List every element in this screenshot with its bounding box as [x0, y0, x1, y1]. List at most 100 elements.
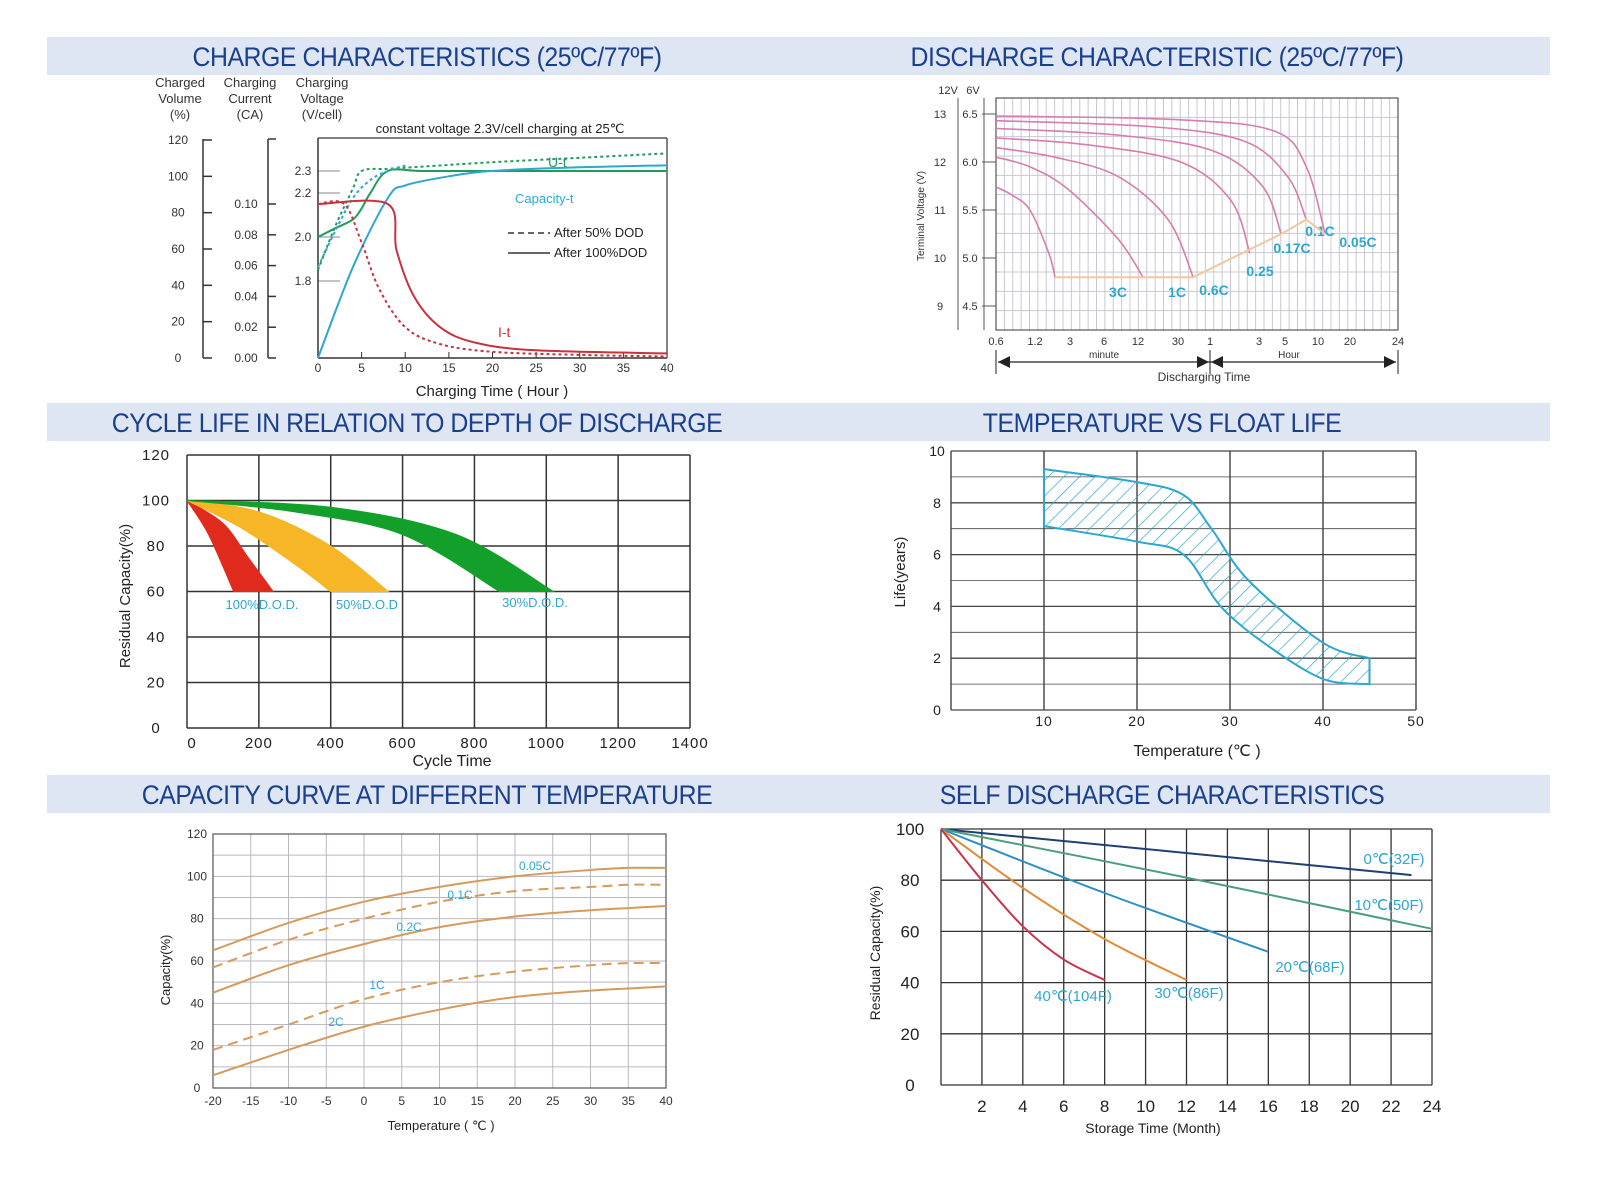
self-series-label: 0℃(32F)	[1363, 851, 1424, 868]
discharge-y6-tick-label: 6.0	[962, 157, 977, 169]
self-y-axis-label: Residual Capacity(%)	[867, 886, 883, 1021]
charge-volume-tick-label: 100	[168, 169, 188, 183]
charge-volume-tick-label: 80	[171, 206, 185, 220]
discharge-title-band: DISCHARGE CHARACTERISTIC (25ºC/77ºF)	[837, 37, 1550, 75]
discharge-frame	[995, 97, 1399, 331]
capacity-y-tick-label: 60	[190, 954, 204, 968]
float-title: TEMPERATURE VS FLOAT LIFE	[982, 408, 1342, 438]
self-x-tick-label: 18	[1300, 1097, 1319, 1116]
float-title-band: TEMPERATURE VS FLOAT LIFE	[837, 403, 1550, 441]
discharge-series-line	[995, 127, 1282, 235]
charge-axis-head-voltage: Charging	[296, 75, 349, 90]
float-x-tick-label: 10	[1035, 713, 1053, 729]
capacity-x-axis-label: Temperature ( ℃ )	[387, 1118, 494, 1133]
discharge-title: DISCHARGE CHARACTERISTIC (25ºC/77ºF)	[910, 42, 1404, 72]
self-x-tick-label: 10	[1136, 1097, 1155, 1116]
cycle-x-tick-label: 200	[245, 735, 273, 752]
charge-current-tick-label: 0.06	[234, 259, 258, 273]
capacity-series-label: 2C	[328, 1015, 344, 1029]
charge-x-axis-label: Charging Time ( Hour )	[416, 383, 569, 400]
charge-axis-head-voltage: (V/cell)	[302, 107, 342, 122]
discharge-x-tick-label: 6	[1101, 336, 1107, 348]
charge-axis-head-volume: Volume	[158, 91, 201, 106]
self-x-tick-label: 22	[1382, 1097, 1401, 1116]
charge-voltage-tick-label: 2.3	[295, 164, 312, 178]
discharge-x-tick-label: 5	[1282, 336, 1288, 348]
discharge-y12-tick-label: 13	[934, 109, 946, 121]
charge-volume-tick-label: 40	[171, 278, 185, 292]
self-x-axis-label: Storage Time (Month)	[1085, 1120, 1220, 1136]
charge-current-tick-label: 0.02	[234, 320, 258, 334]
cycle-y-axis-label: Residual Capacity(%)	[117, 524, 134, 668]
charge-x-tick-label: 40	[660, 361, 674, 375]
discharge-x-tick-label: 3	[1067, 336, 1073, 348]
float-life-chart: 10 20 30 40 50 0 2 4 6 8 10 Temperature (℃ ) Life(ye…	[892, 443, 1424, 760]
float-x-tick-label: 30	[1221, 713, 1239, 729]
capacity-y-tick-label: 20	[190, 1039, 204, 1053]
discharge-x-tick-label: 1.2	[1027, 336, 1042, 348]
discharge-series-label: 0.17C	[1273, 240, 1310, 256]
charge-series-line	[317, 164, 668, 359]
discharge-arrow-head	[998, 356, 1010, 368]
charge-current-tick-label: 0.04	[234, 289, 258, 303]
capacity-title-band: CAPACITY CURVE AT DIFFERENT TEMPERATURE	[47, 775, 837, 813]
self-y-tick-label: 40	[901, 974, 920, 993]
discharge-y-head-12v: 12V	[938, 85, 958, 97]
cycle-area	[186, 500, 556, 592]
charge-title-band: CHARGE CHARACTERISTICS (25ºC/77ºF)	[47, 37, 837, 75]
cycle-area-label: 30%D.O.D.	[502, 595, 568, 610]
discharge-series-label: 0.05C	[1339, 234, 1376, 250]
charge-volume-tick-label: 20	[171, 315, 185, 329]
discharge-x-tick-label: 3	[1256, 336, 1262, 348]
cycle-x-tick-label: 800	[460, 735, 488, 752]
discharge-y12-tick-label: 9	[937, 301, 943, 313]
discharge-series-line	[995, 186, 1056, 278]
discharge-x-unit-minute: minute	[1089, 350, 1119, 361]
charge-title: CHARGE CHARACTERISTICS (25ºC/77ºF)	[192, 42, 662, 72]
capacity-x-tick-label: -10	[280, 1094, 298, 1108]
discharge-series-line	[995, 146, 1194, 278]
self-series-label: 40℃(104F)	[1034, 988, 1112, 1005]
charge-chart: ChargedVolume(%)ChargingCurrent(CA)Charg…	[155, 75, 674, 400]
discharge-series-label: 1C	[1168, 284, 1186, 300]
charge-x-tick-label: 15	[442, 361, 456, 375]
charge-current-tick-label: 0.00	[234, 351, 258, 365]
capacity-series-label: 0.1C	[447, 888, 473, 902]
cycle-x-tick-label: 400	[317, 735, 345, 752]
capacity-x-tick-label: -20	[204, 1094, 222, 1108]
self-series-line	[940, 828, 1269, 953]
float-y-tick-label: 0	[933, 702, 941, 718]
cycle-title: CYCLE LIFE IN RELATION TO DEPTH OF DISCH…	[111, 408, 723, 438]
cycle-x-axis-label: Cycle Time	[412, 753, 491, 770]
discharge-cutoff-line	[1055, 218, 1326, 279]
charge-x-tick-label: 10	[399, 361, 413, 375]
self-series-label: 30℃(86F)	[1154, 985, 1223, 1002]
charge-axis-head-volume: Charged	[155, 75, 205, 90]
charge-axis-head-current: Charging	[224, 75, 277, 90]
charge-label-capacity: Capacity-t	[515, 191, 574, 206]
self-x-tick-label: 8	[1100, 1097, 1109, 1116]
capacity-x-tick-label: 30	[584, 1094, 598, 1108]
float-life-band	[1043, 467, 1371, 686]
discharge-series-line	[995, 137, 1251, 254]
capacity-x-tick-label: 10	[433, 1094, 447, 1108]
discharge-y6-tick-label: 6.5	[962, 109, 977, 121]
capacity-series-line	[212, 883, 667, 969]
cycle-y-tick-label: 20	[147, 675, 166, 692]
cycle-x-tick-label: 600	[389, 735, 417, 752]
charge-x-tick-label: 5	[358, 361, 365, 375]
discharge-x-tick-label: 1	[1207, 336, 1213, 348]
capacity-x-tick-label: 15	[471, 1094, 485, 1108]
float-y-tick-label: 4	[933, 598, 941, 614]
discharge-y-head-6v: 6V	[966, 85, 980, 97]
discharge-series-line	[995, 156, 1144, 278]
float-y-tick-label: 8	[933, 495, 941, 511]
cycle-area-label: 50%D.O.D	[336, 597, 398, 612]
self-y-tick-label: 80	[901, 871, 920, 890]
charge-x-tick-label: 0	[315, 361, 322, 375]
cycle-title-band: CYCLE LIFE IN RELATION TO DEPTH OF DISCH…	[47, 403, 837, 441]
charge-voltage-tick-label: 1.8	[295, 274, 312, 288]
charge-legend-label: After 50% DOD	[554, 225, 644, 240]
